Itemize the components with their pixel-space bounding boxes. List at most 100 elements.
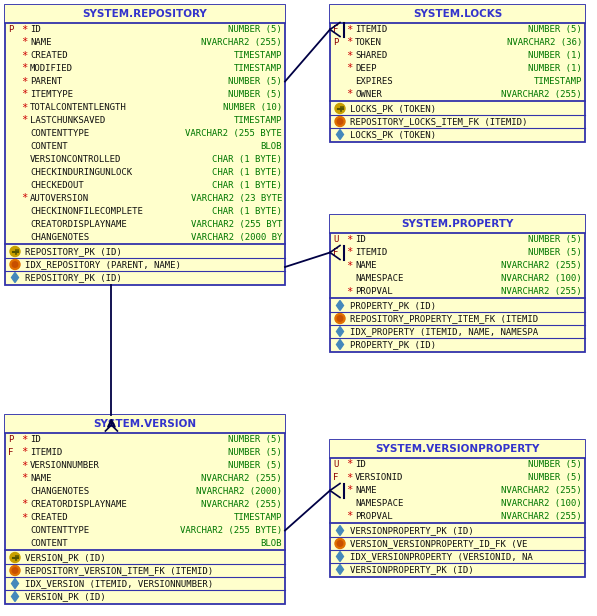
Text: NUMBER (5): NUMBER (5) xyxy=(228,461,282,470)
Bar xyxy=(330,5,585,23)
Text: SHARED: SHARED xyxy=(355,51,387,60)
Text: NAMESPACE: NAMESPACE xyxy=(355,274,404,283)
Text: P: P xyxy=(8,25,13,34)
Text: *: * xyxy=(21,513,27,522)
Text: NAMESPACE: NAMESPACE xyxy=(355,499,404,508)
Text: NVARCHAR2 (255): NVARCHAR2 (255) xyxy=(501,486,582,495)
Bar xyxy=(5,415,285,604)
Text: NAME: NAME xyxy=(355,486,377,495)
Text: U: U xyxy=(333,235,338,244)
Text: CONTENT: CONTENT xyxy=(30,142,67,151)
Text: CREATORDISPLAYNAME: CREATORDISPLAYNAME xyxy=(30,500,127,509)
Text: *: * xyxy=(346,460,352,469)
Text: NVARCHAR2 (255): NVARCHAR2 (255) xyxy=(201,38,282,47)
Text: NVARCHAR2 (100): NVARCHAR2 (100) xyxy=(501,274,582,283)
Text: NUMBER (5): NUMBER (5) xyxy=(228,448,282,457)
Text: *: * xyxy=(346,248,352,257)
Text: DEEP: DEEP xyxy=(355,64,377,73)
Text: *: * xyxy=(346,235,352,245)
Text: REPOSITORY_PK (ID): REPOSITORY_PK (ID) xyxy=(25,273,122,282)
Text: TIMESTAMP: TIMESTAMP xyxy=(534,77,582,86)
Text: NAME: NAME xyxy=(355,261,377,270)
Text: LASTCHUNKSAVED: LASTCHUNKSAVED xyxy=(30,116,105,125)
Text: CREATED: CREATED xyxy=(30,513,67,522)
Text: ID: ID xyxy=(30,25,41,34)
Text: SYSTEM.PROPERTY: SYSTEM.PROPERTY xyxy=(401,219,513,229)
Text: F: F xyxy=(333,473,338,482)
Text: VARCHAR2 (23 BYTE: VARCHAR2 (23 BYTE xyxy=(190,194,282,203)
Polygon shape xyxy=(337,326,343,336)
Circle shape xyxy=(10,565,20,575)
Text: PROPVAL: PROPVAL xyxy=(355,287,393,296)
Text: NVARCHAR2 (2000): NVARCHAR2 (2000) xyxy=(196,487,282,496)
Polygon shape xyxy=(337,564,343,575)
Text: NUMBER (5): NUMBER (5) xyxy=(228,435,282,444)
Text: REPOSITORY_VERSION_ITEM_FK (ITEMID): REPOSITORY_VERSION_ITEM_FK (ITEMID) xyxy=(25,566,213,575)
Text: NUMBER (5): NUMBER (5) xyxy=(528,460,582,469)
Text: CREATORDISPLAYNAME: CREATORDISPLAYNAME xyxy=(30,220,127,229)
Text: SYSTEM.REPOSITORY: SYSTEM.REPOSITORY xyxy=(82,9,207,19)
Text: *: * xyxy=(21,193,27,203)
Text: NVARCHAR2 (255): NVARCHAR2 (255) xyxy=(501,261,582,270)
Text: NUMBER (5): NUMBER (5) xyxy=(228,25,282,34)
Text: VERSIONNUMBER: VERSIONNUMBER xyxy=(30,461,100,470)
Text: *: * xyxy=(21,51,27,60)
Text: NUMBER (5): NUMBER (5) xyxy=(528,248,582,257)
Text: TIMESTAMP: TIMESTAMP xyxy=(233,513,282,522)
Text: TOTALCONTENTLENGTH: TOTALCONTENTLENGTH xyxy=(30,103,127,112)
Text: PROPERTY_PK (ID): PROPERTY_PK (ID) xyxy=(350,340,436,349)
Text: ID: ID xyxy=(30,435,41,444)
Text: *: * xyxy=(21,500,27,509)
Text: PROPERTY_PK (ID): PROPERTY_PK (ID) xyxy=(350,301,436,310)
Text: *: * xyxy=(346,485,352,495)
Text: *: * xyxy=(21,116,27,126)
Text: *: * xyxy=(346,63,352,73)
Text: LOCKS_PK (TOKEN): LOCKS_PK (TOKEN) xyxy=(350,104,436,113)
Text: VERSION_VERSIONPROPERTY_ID_FK (VE: VERSION_VERSIONPROPERTY_ID_FK (VE xyxy=(350,539,527,548)
Text: ID: ID xyxy=(355,235,366,244)
Text: NUMBER (1): NUMBER (1) xyxy=(528,64,582,73)
Text: *: * xyxy=(21,474,27,484)
Text: *: * xyxy=(346,472,352,482)
Text: NVARCHAR2 (36): NVARCHAR2 (36) xyxy=(507,38,582,47)
Polygon shape xyxy=(11,272,19,283)
Text: VARCHAR2 (2000 BY: VARCHAR2 (2000 BY xyxy=(190,233,282,242)
Circle shape xyxy=(335,116,345,126)
Text: CHAR (1 BYTE): CHAR (1 BYTE) xyxy=(212,168,282,177)
Circle shape xyxy=(10,246,20,256)
Text: ITEMTYPE: ITEMTYPE xyxy=(30,90,73,99)
Text: CONTENTTYPE: CONTENTTYPE xyxy=(30,526,89,535)
Polygon shape xyxy=(337,525,343,535)
Circle shape xyxy=(10,553,20,562)
Text: *: * xyxy=(346,51,352,60)
Text: CHECKINDURINGUNLOCK: CHECKINDURINGUNLOCK xyxy=(30,168,132,177)
Text: CHECKEDOUT: CHECKEDOUT xyxy=(30,181,84,190)
Text: TIMESTAMP: TIMESTAMP xyxy=(233,64,282,73)
Text: NUMBER (1): NUMBER (1) xyxy=(528,51,582,60)
Text: P: P xyxy=(333,38,338,47)
Polygon shape xyxy=(337,551,343,562)
Text: REPOSITORY_PK (ID): REPOSITORY_PK (ID) xyxy=(25,247,122,256)
Text: IDX_PROPERTY (ITEMID, NAME, NAMESPA: IDX_PROPERTY (ITEMID, NAME, NAMESPA xyxy=(350,327,538,336)
Text: F: F xyxy=(333,248,338,257)
Text: *: * xyxy=(346,25,352,34)
Text: VERSIONPROPERTY_PK (ID): VERSIONPROPERTY_PK (ID) xyxy=(350,565,473,574)
Text: VARCHAR2 (255 BYTE): VARCHAR2 (255 BYTE) xyxy=(180,526,282,535)
Text: SYSTEM.VERSION: SYSTEM.VERSION xyxy=(94,419,196,429)
Polygon shape xyxy=(337,129,343,139)
Text: SYSTEM.LOCKS: SYSTEM.LOCKS xyxy=(413,9,502,19)
Text: CHECKINONFILECOMPLETE: CHECKINONFILECOMPLETE xyxy=(30,207,143,216)
Text: PARENT: PARENT xyxy=(30,77,62,86)
Text: *: * xyxy=(346,261,352,270)
Text: *: * xyxy=(346,286,352,296)
Text: NVARCHAR2 (255): NVARCHAR2 (255) xyxy=(201,474,282,483)
Text: *: * xyxy=(21,102,27,113)
Text: PROPVAL: PROPVAL xyxy=(355,512,393,521)
Text: TOKEN: TOKEN xyxy=(355,38,382,47)
Text: VERSIONCONTROLLED: VERSIONCONTROLLED xyxy=(30,155,121,164)
Circle shape xyxy=(337,541,343,546)
Text: NUMBER (10): NUMBER (10) xyxy=(223,103,282,112)
Text: NUMBER (5): NUMBER (5) xyxy=(228,90,282,99)
Text: NVARCHAR2 (255): NVARCHAR2 (255) xyxy=(501,90,582,99)
Text: BLOB: BLOB xyxy=(260,539,282,548)
